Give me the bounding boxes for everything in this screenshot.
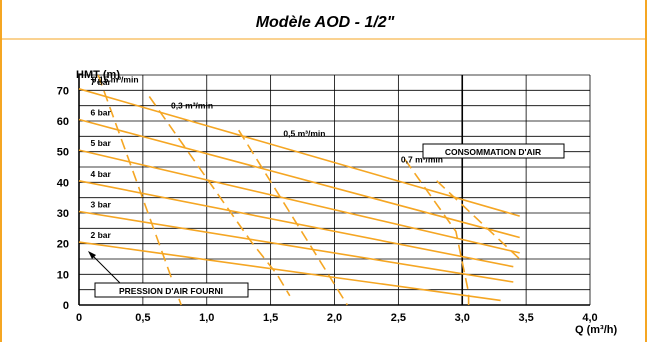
- y-tick-label: 70: [57, 85, 69, 97]
- supplied-pressure-annotation: PRESSION D'AIR FOURNI: [119, 286, 223, 296]
- supplied-pressure-arrow: [91, 254, 121, 284]
- x-tick-label: 4,0: [582, 312, 597, 324]
- x-tick-label: 2,0: [327, 312, 342, 324]
- pressure-curve: [78, 241, 501, 302]
- pressure-label: 7 bar: [90, 77, 111, 87]
- chart-title: Modèle AOD - 1/2": [256, 14, 395, 31]
- air-consumption-annotation: CONSOMMATION D'AIR: [445, 147, 541, 157]
- x-tick-label: 1,0: [199, 312, 214, 324]
- y-tick-label: 10: [57, 269, 69, 281]
- air-consumption-curves: [97, 74, 521, 306]
- y-tick-label: 60: [57, 116, 69, 128]
- x-tick-label: 3,0: [455, 312, 470, 324]
- pressure-curves: [78, 88, 520, 302]
- y-tick-label: 30: [57, 208, 69, 220]
- x-axis-label: Q (m³/h): [575, 324, 617, 336]
- grid: [78, 74, 591, 306]
- pressure-label: 4 bar: [90, 169, 111, 179]
- x-tick-label: 1,5: [263, 312, 278, 324]
- air-consumption-curve: [404, 158, 470, 305]
- pressure-label: 3 bar: [90, 199, 111, 209]
- supplied-pressure-arrowhead: [88, 251, 96, 259]
- air-consumption-curve: [436, 180, 521, 260]
- air-consumption-curve: [148, 96, 291, 297]
- air-consumption-box: [422, 143, 565, 159]
- pressure-curve: [78, 149, 520, 254]
- air-consumption-curve: [97, 74, 182, 306]
- y-tick-label: 20: [57, 239, 69, 251]
- air-consumption-label: 0,15 m³/min: [92, 75, 139, 85]
- x-tick-label: 0: [76, 312, 82, 324]
- air-consumption-label: 0,7 m³/min: [401, 154, 443, 164]
- x-tick-label: 3,5: [518, 312, 533, 324]
- air-consumption-label: 0,5 m³/min: [283, 128, 325, 138]
- pressure-curve: [78, 88, 520, 217]
- y-tick-label: 40: [57, 177, 69, 189]
- x-tick-label: 0,5: [135, 312, 150, 324]
- tick-labels: 0 0,5 1,0 1,5 2,0 2,5 3,0 3,5 4,0 0 10 20 30 40 50 60 70: [57, 85, 598, 324]
- air-consumption-label: 0,3 m³/min: [171, 101, 213, 111]
- air-consumption-curve: [238, 129, 348, 306]
- pressure-label: 2 bar: [90, 230, 111, 240]
- pressure-label: 5 bar: [90, 138, 111, 148]
- supplied-pressure-box: [94, 282, 249, 298]
- x-tick-label: 2,5: [391, 312, 406, 324]
- y-tick-label: 0: [63, 300, 69, 312]
- y-tick-label: 50: [57, 147, 69, 159]
- pressure-label: 6 bar: [90, 107, 111, 117]
